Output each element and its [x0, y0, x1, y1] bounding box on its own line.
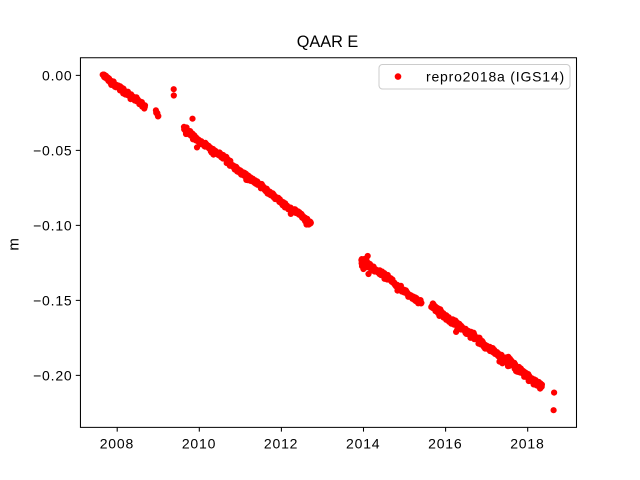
svg-text:−0.15: −0.15: [33, 293, 72, 309]
svg-text:−0.10: −0.10: [33, 218, 72, 234]
svg-text:m: m: [6, 238, 23, 251]
svg-text:repro2018a (IGS14): repro2018a (IGS14): [426, 68, 565, 84]
svg-text:2012: 2012: [264, 436, 298, 452]
svg-text:−0.05: −0.05: [33, 143, 72, 159]
svg-text:−0.20: −0.20: [33, 368, 72, 384]
svg-text:2014: 2014: [346, 436, 380, 452]
svg-text:0.00: 0.00: [42, 68, 72, 84]
svg-text:QAAR E: QAAR E: [297, 33, 359, 51]
svg-text:2016: 2016: [428, 436, 462, 452]
svg-text:2010: 2010: [182, 436, 216, 452]
svg-text:2018: 2018: [510, 436, 544, 452]
svg-text:2008: 2008: [100, 436, 134, 452]
